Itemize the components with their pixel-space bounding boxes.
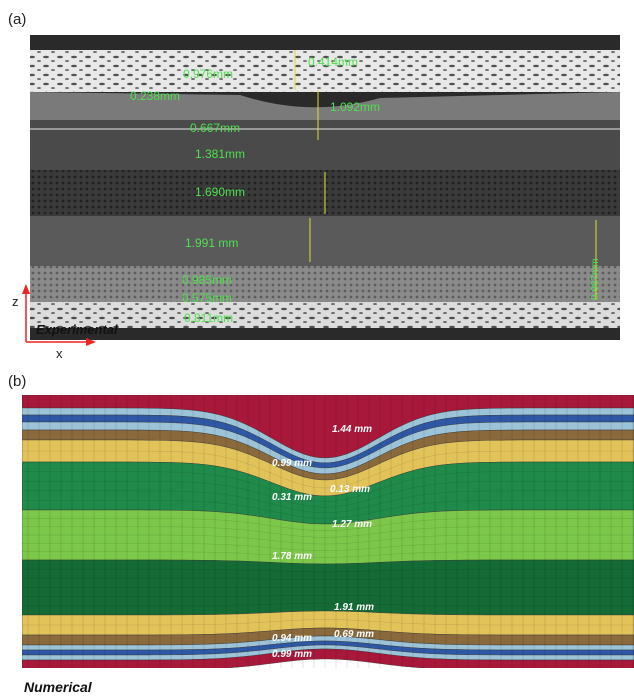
measurement: 0.238mm (130, 89, 180, 103)
mesh-line (22, 568, 634, 573)
simulation-mesh (22, 395, 634, 668)
measurement: 1.91 mm (334, 602, 374, 613)
mesh-line (22, 480, 634, 508)
measurement: 0.976mm (183, 67, 233, 81)
measurement: 1.27 mm (332, 519, 372, 530)
micrograph (30, 35, 620, 340)
layer (22, 648, 634, 668)
measurement: 0.985mm (182, 273, 232, 287)
measurement: 0.987mm (590, 258, 601, 300)
axis-label: z (12, 294, 19, 309)
panel-label: (a) (8, 11, 26, 28)
measurement: 0.13 mm (330, 484, 370, 495)
mesh-line (22, 526, 634, 538)
mesh-line (22, 534, 634, 545)
measurement: 0.575mm (182, 291, 232, 305)
measurement: 0.667mm (190, 121, 240, 135)
mesh-line (22, 578, 634, 580)
measurements-a: 0.976mm 0.414mm 0.238mm 1.092mm 0.667mm … (130, 55, 601, 325)
measurement: 1.381mm (195, 147, 245, 161)
measurement: 0.69 mm (334, 629, 374, 640)
mesh-line (22, 500, 634, 519)
panel-caption: Numerical (24, 679, 93, 695)
measurement: 0.94 mm (272, 633, 312, 644)
measurement: 0.99 mm (272, 458, 312, 469)
mesh-line (22, 450, 634, 489)
measurement: 1.44 mm (332, 424, 372, 435)
axis-label: x (56, 346, 63, 361)
measurement: 0.99 mm (272, 649, 312, 660)
mesh-line (22, 619, 634, 626)
mesh-line (22, 490, 634, 514)
mesh-line (22, 551, 634, 558)
mesh-line (22, 543, 634, 551)
measurement: 0.414mm (308, 55, 358, 69)
panel-caption: Experimental (36, 322, 118, 337)
axes-indicator: z x (12, 284, 96, 361)
measurement: 1.690mm (195, 185, 245, 199)
mesh-line (22, 595, 634, 597)
panel-label: (b) (8, 373, 26, 390)
measurement: 1.991 mm (185, 236, 238, 250)
mesh-line (22, 471, 634, 502)
measurement: 1.78 mm (272, 551, 312, 562)
measurement: 0.811mm (184, 311, 233, 325)
measurements-b: 1.44 mm 0.99 mm 0.31 mm 0.13 mm 1.27 mm … (272, 424, 374, 660)
mesh-line (22, 518, 634, 531)
measurement: 0.31 mm (272, 492, 312, 503)
measurement: 1.092mm (330, 100, 380, 114)
mesh-line (22, 602, 634, 607)
